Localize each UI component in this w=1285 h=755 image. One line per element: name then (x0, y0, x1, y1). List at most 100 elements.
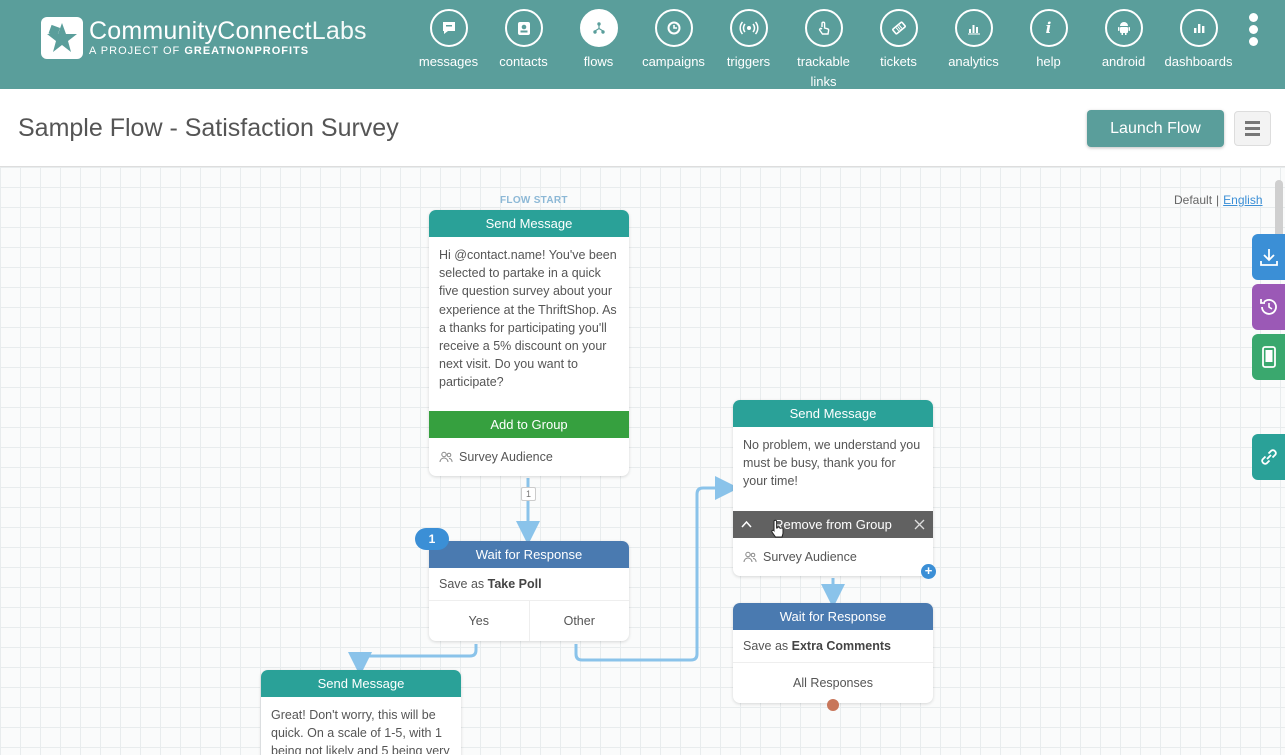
bar-chart-icon (954, 9, 993, 47)
group-name: Survey Audience (459, 450, 553, 464)
logo-mark-icon (41, 17, 83, 59)
exit-connector-dot[interactable] (827, 699, 839, 711)
nav-label: dashboards (1164, 54, 1233, 69)
nav-triggers[interactable]: triggers (711, 9, 786, 72)
history-icon (1259, 299, 1277, 315)
broadcast-icon (729, 9, 768, 47)
history-tab[interactable] (1252, 284, 1285, 330)
brand-subtitle-prefix: A PROJECT OF (89, 45, 185, 57)
node-count-badge: 1 (415, 528, 449, 550)
remove-from-group-action[interactable]: Remove from Group (733, 511, 933, 538)
nav-trackable-links[interactable]: trackable links (786, 9, 861, 92)
brand-title: CommunityConnect (89, 17, 312, 45)
mobile-phone-icon (1261, 346, 1276, 368)
nav-label: tickets (880, 54, 917, 69)
brand-logo[interactable]: CommunityConnectLabs A PROJECT OF GREATN… (41, 17, 367, 59)
add-action-icon[interactable]: + (921, 564, 936, 579)
wait-for-response-node[interactable]: Wait for Response Save as Extra Comments… (733, 603, 933, 703)
nav-contacts[interactable]: contacts (486, 9, 561, 72)
save-as-row: Save as Extra Comments (733, 630, 933, 663)
case-all-responses[interactable]: All Responses (793, 676, 873, 690)
nav-analytics[interactable]: analytics (936, 9, 1011, 72)
language-english-link[interactable]: English (1223, 193, 1263, 207)
flow-canvas[interactable] (0, 167, 1285, 755)
hamburger-menu-icon[interactable] (1234, 111, 1271, 146)
link-icon (1260, 449, 1277, 465)
nav-label: messages (418, 54, 479, 69)
add-to-group-action[interactable]: Add to Group (429, 411, 629, 438)
save-variable: Take Poll (487, 577, 542, 591)
node-header: Send Message (429, 210, 629, 237)
save-as-row: Save as Take Poll (429, 568, 629, 601)
language-selector: Default | English (1174, 193, 1263, 207)
connector-count-badge: 1 (521, 487, 536, 501)
canvas-scrollbar[interactable] (1275, 180, 1283, 240)
nav-flows[interactable]: flows (561, 9, 636, 72)
language-default[interactable]: Default (1174, 193, 1213, 207)
link-tab[interactable] (1252, 434, 1285, 480)
node-header: Send Message (733, 400, 933, 427)
group-row: Survey Audience (733, 538, 933, 576)
contact-card-icon (504, 9, 543, 47)
nav-android[interactable]: android (1086, 9, 1161, 72)
page-title: Sample Flow - Satisfaction Survey (18, 114, 399, 142)
nav-label: contacts (499, 54, 548, 69)
group-name: Survey Audience (763, 550, 857, 564)
nav-campaigns[interactable]: campaigns (636, 9, 711, 72)
message-text: Great! Don't worry, this will be quick. … (271, 708, 450, 754)
node-header: Wait for Response (733, 603, 933, 630)
hand-cursor-icon (771, 519, 784, 538)
download-icon (1259, 249, 1278, 266)
response-cases: Yes Other (429, 601, 629, 641)
brand-subtitle-bold: GREATNONPROFITS (184, 45, 310, 57)
node-header: Wait for Response (429, 541, 629, 568)
group-icon (439, 451, 453, 463)
nav-tickets[interactable]: tickets (861, 9, 936, 72)
ticket-icon (879, 9, 918, 47)
simulator-tab[interactable] (1252, 334, 1285, 380)
android-icon (1104, 9, 1143, 47)
nav-label: android (1101, 54, 1146, 69)
case-other[interactable]: Other (528, 601, 630, 641)
more-menu-icon[interactable] (1249, 13, 1259, 49)
save-prefix: Save as (743, 639, 792, 653)
language-separator: | (1216, 193, 1220, 207)
nav-label: analytics (948, 54, 999, 69)
nav-label: trackable links (797, 54, 850, 89)
close-icon[interactable] (914, 519, 925, 530)
title-bar: Sample Flow - Satisfaction Survey Launch… (0, 89, 1285, 167)
wait-for-response-node[interactable]: Wait for Response Save as Take Poll Yes … (429, 541, 629, 641)
dashboard-bars-icon (1179, 9, 1218, 47)
flow-start-label: FLOW START (500, 195, 568, 206)
nav-label: help (1036, 54, 1061, 69)
nav-label: campaigns (642, 54, 705, 69)
flow-tree-icon (579, 9, 618, 47)
message-text: No problem, we understand you must be bu… (743, 438, 921, 489)
launch-flow-button[interactable]: Launch Flow (1087, 110, 1224, 147)
nav-help[interactable]: i help (1011, 9, 1086, 72)
save-prefix: Save as (439, 577, 488, 591)
nav-label: triggers (726, 54, 771, 69)
save-variable: Extra Comments (791, 639, 891, 653)
send-message-node[interactable]: Send Message Hi @contact.name! You've be… (429, 210, 629, 476)
group-icon (743, 551, 757, 563)
chat-bubble-icon (429, 9, 468, 47)
send-message-node[interactable]: Send Message Great! Don't worry, this wi… (261, 670, 461, 755)
action-label: Remove from Group (774, 517, 892, 532)
chevron-up-icon[interactable] (741, 520, 752, 528)
send-message-node[interactable]: Send Message No problem, we understand y… (733, 400, 933, 576)
download-tab[interactable] (1252, 234, 1285, 280)
nav-label: flows (583, 54, 614, 69)
nav-dashboards[interactable]: dashboards (1161, 9, 1236, 72)
nav-messages[interactable]: messages (411, 9, 486, 72)
case-yes[interactable]: Yes (468, 614, 489, 628)
top-navigation: CommunityConnectLabs A PROJECT OF GREATN… (0, 0, 1285, 89)
message-text: Hi @contact.name! You've been selected t… (439, 248, 617, 390)
info-icon: i (1029, 9, 1068, 47)
link-touch-icon (804, 9, 843, 47)
campaign-clock-icon (654, 9, 693, 47)
response-cases: All Responses (733, 663, 933, 703)
node-header: Send Message (261, 670, 461, 697)
brand-title-light: Labs (311, 17, 367, 45)
group-row: Survey Audience (429, 438, 629, 476)
